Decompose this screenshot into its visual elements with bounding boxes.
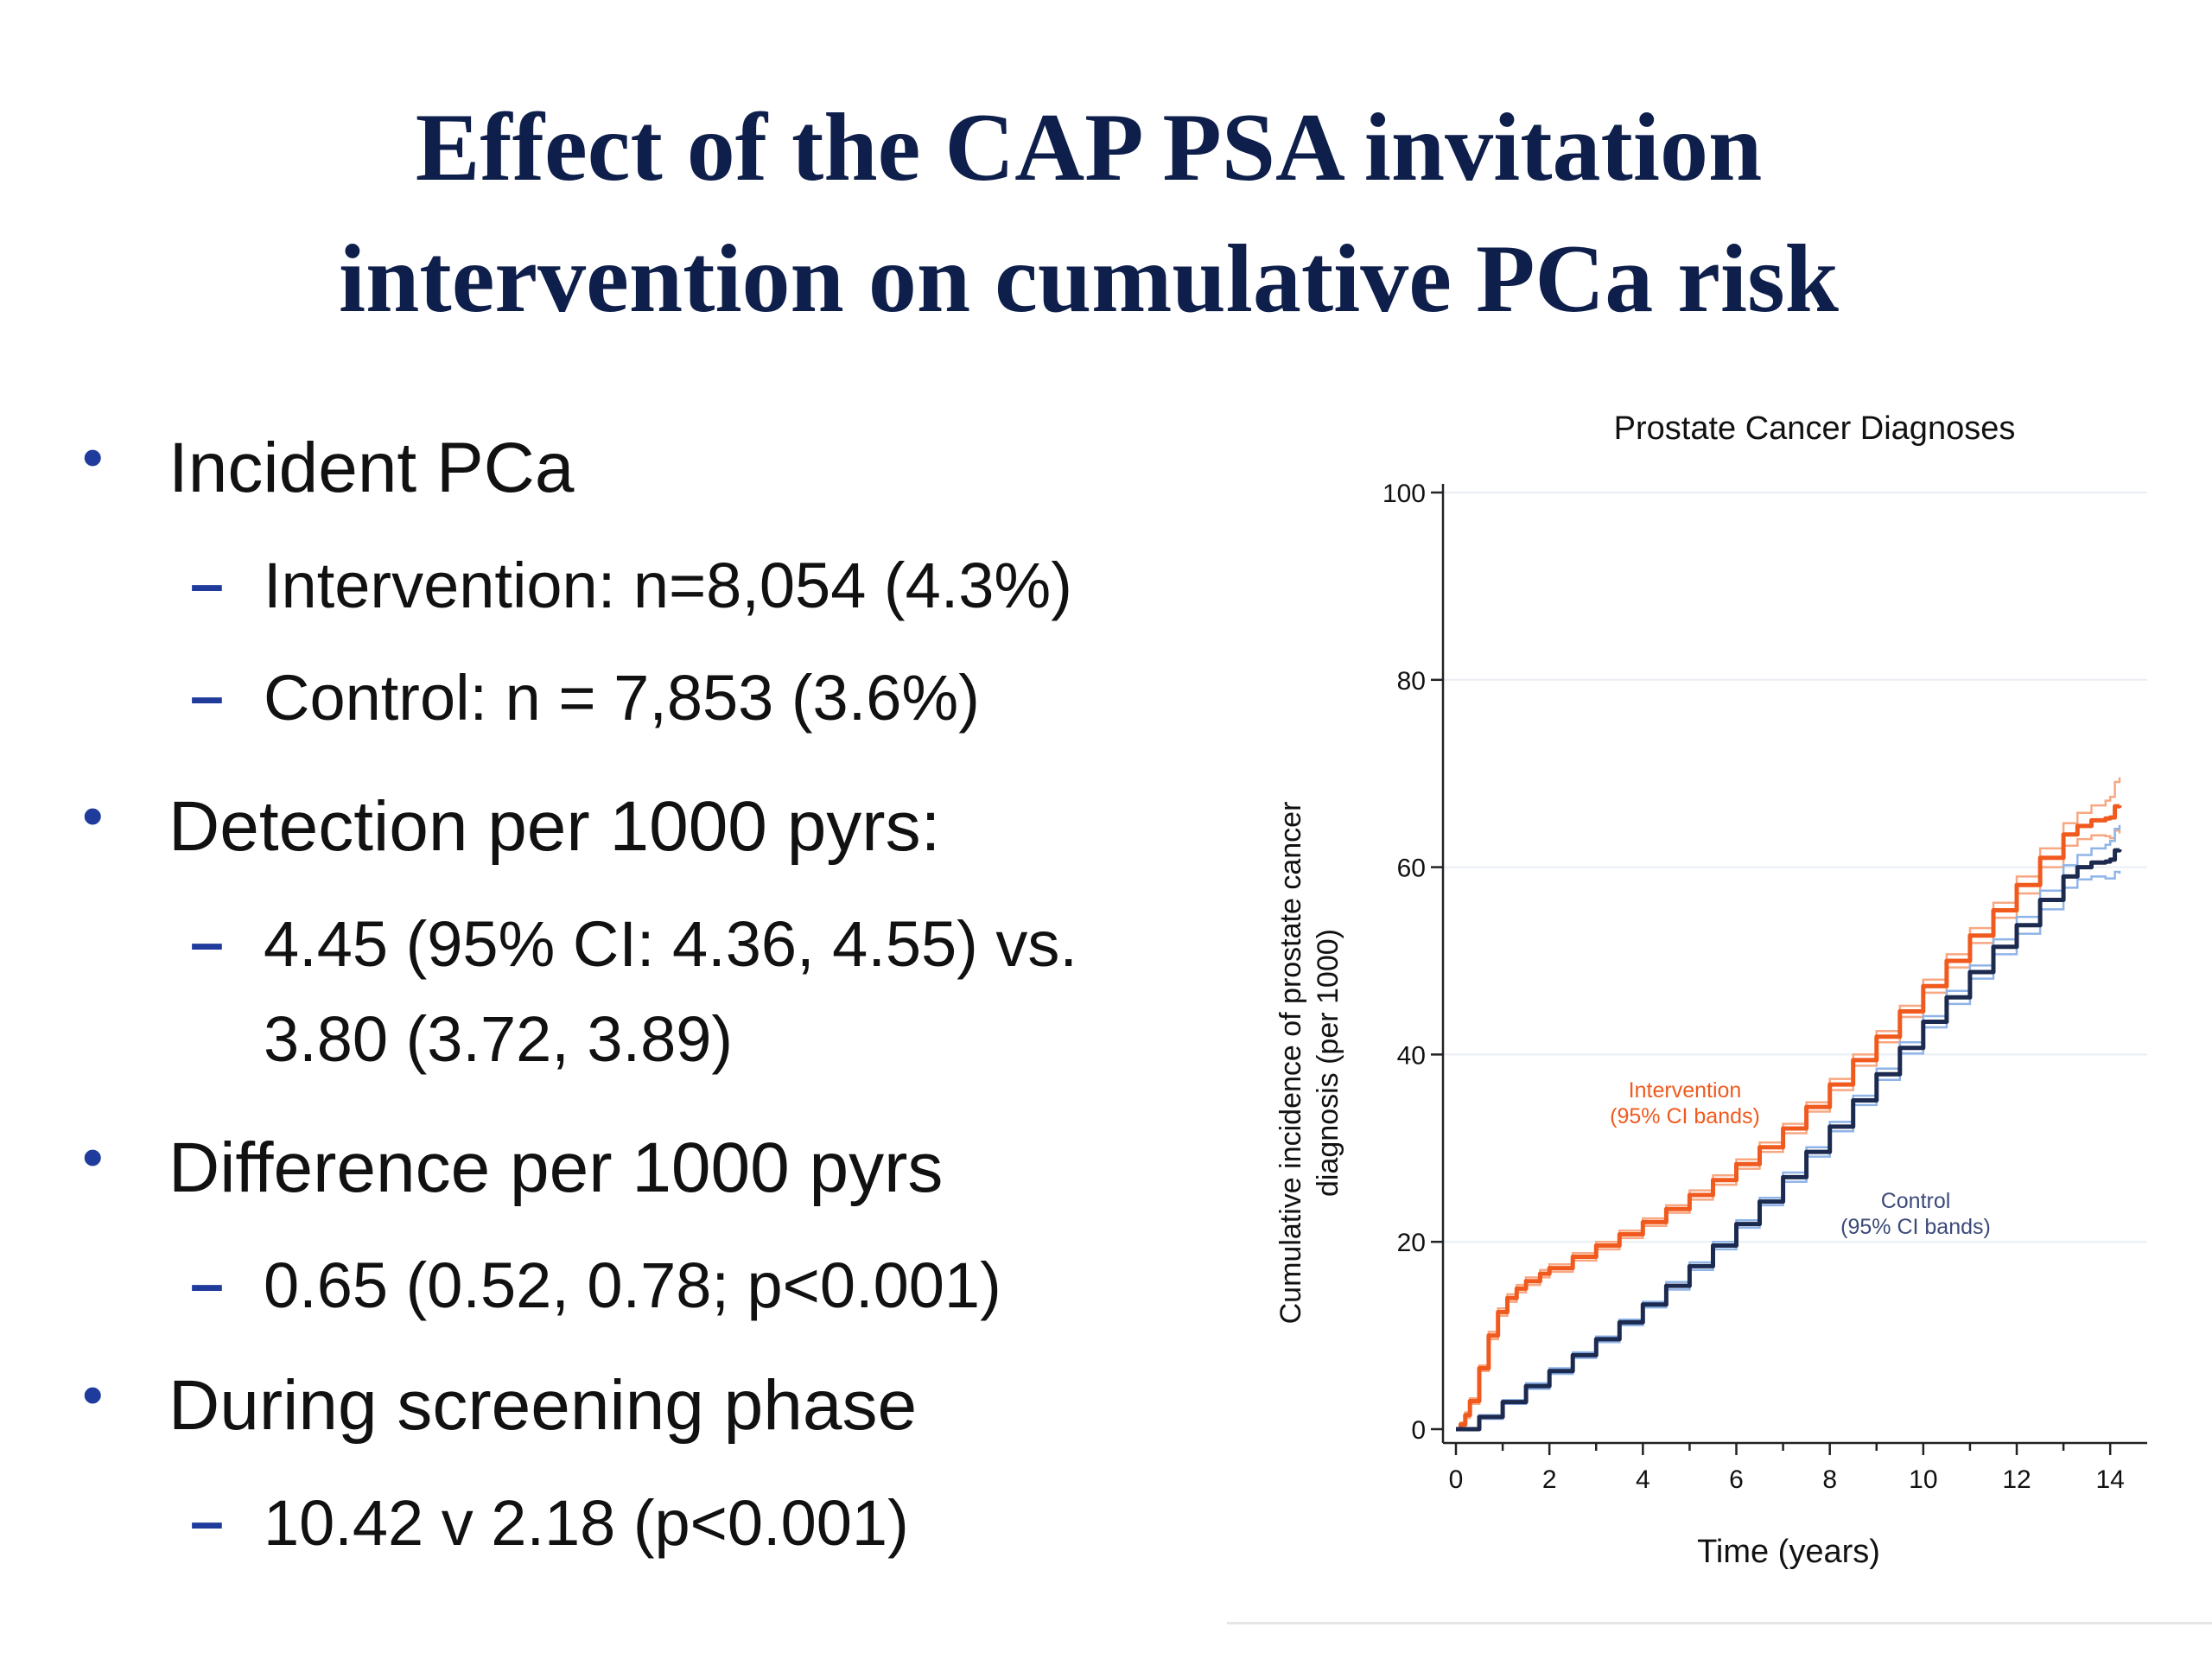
y-tick-label: 100 <box>1382 480 1426 508</box>
cumulative-incidence-chart: Prostate Cancer Diagnoses Cumulative inc… <box>1274 410 2147 1570</box>
intervention-ci-upper-line <box>1456 777 2121 1431</box>
control-ci-upper-line <box>1456 824 2121 1431</box>
gridlines <box>1443 492 2147 1243</box>
y-axis-label-line-1: Cumulative incidence of prostate cancer <box>1274 802 1307 1325</box>
x-tick-label: 2 <box>1542 1465 1557 1494</box>
x-tick-label: 4 <box>1636 1465 1650 1494</box>
axes: 0 20 40 60 80 100 0 2 4 6 8 10 12 14 <box>1382 480 2147 1494</box>
divider <box>1227 1622 2212 1624</box>
intervention-ci-label: (95% CI bands) <box>1610 1104 1760 1128</box>
sub-bullet-text: 3.80 (3.72, 3.89) <box>264 1003 734 1075</box>
dash-icon: – <box>190 908 224 976</box>
y-tick-label: 60 <box>1397 855 1426 883</box>
bullet-dot-icon: • <box>82 1361 104 1428</box>
control-ci-lower-line <box>1456 870 2121 1431</box>
chart-container: Prostate Cancer Diagnoses Cumulative inc… <box>1262 406 2177 1620</box>
chart-title: Prostate Cancer Diagnoses <box>1614 410 2016 447</box>
x-tick-label: 10 <box>1909 1465 1937 1494</box>
dash-icon: – <box>190 550 224 617</box>
slide-title: Effect of the CAP PSA invitation interve… <box>0 82 2177 345</box>
bullet-dot-icon: • <box>82 423 104 491</box>
y-axis-label-line-2: diagnosis (per 1000) <box>1312 929 1344 1197</box>
sub-bullet-text: 0.65 (0.52, 0.78; p<0.001) <box>264 1249 1001 1321</box>
bullet-text: Detection per 1000 pyrs: <box>168 787 941 866</box>
intervention-label: Intervention <box>1629 1078 1742 1103</box>
series-group <box>1456 777 2122 1432</box>
bullet-dot-icon: • <box>82 782 104 849</box>
bullet-text: Incident PCa <box>168 429 575 507</box>
x-tick-label: 6 <box>1729 1465 1744 1494</box>
dash-icon: – <box>190 1487 224 1554</box>
x-tick-label: 0 <box>1449 1465 1464 1494</box>
sub-bullet-text: Control: n = 7,853 (3.6%) <box>264 662 980 734</box>
control-ci-label: (95% CI bands) <box>1840 1215 1991 1239</box>
bullet-text: During screening phase <box>168 1366 918 1445</box>
control-series-line <box>1456 848 2122 1432</box>
bullet-text: Difference per 1000 pyrs <box>168 1128 944 1207</box>
x-tick-label: 12 <box>2002 1465 2031 1494</box>
sub-bullet-text: 10.42 v 2.18 (p<0.001) <box>264 1487 909 1559</box>
x-axis-label: Time (years) <box>1697 1534 1880 1570</box>
bullet-dot-icon: • <box>82 1123 104 1191</box>
slide-title-line-1: Effect of the CAP PSA invitation <box>415 94 1763 201</box>
y-tick-label: 20 <box>1397 1229 1426 1257</box>
dash-icon: – <box>190 662 224 729</box>
y-tick-label: 80 <box>1397 667 1426 696</box>
slide-title-line-2: intervention on cumulative PCa risk <box>339 226 1839 333</box>
sub-bullet-text: Intervention: n=8,054 (4.3%) <box>264 550 1072 621</box>
control-label: Control <box>1881 1189 1951 1213</box>
x-tick-label: 14 <box>2095 1465 2124 1494</box>
x-tick-label: 8 <box>1822 1465 1837 1494</box>
y-tick-label: 40 <box>1397 1041 1426 1070</box>
y-tick-label: 0 <box>1411 1416 1426 1445</box>
dash-icon: – <box>190 1249 224 1317</box>
sub-bullet-text: 4.45 (95% CI: 4.36, 4.55) vs. <box>264 908 1077 980</box>
intervention-series-line <box>1456 804 2122 1432</box>
